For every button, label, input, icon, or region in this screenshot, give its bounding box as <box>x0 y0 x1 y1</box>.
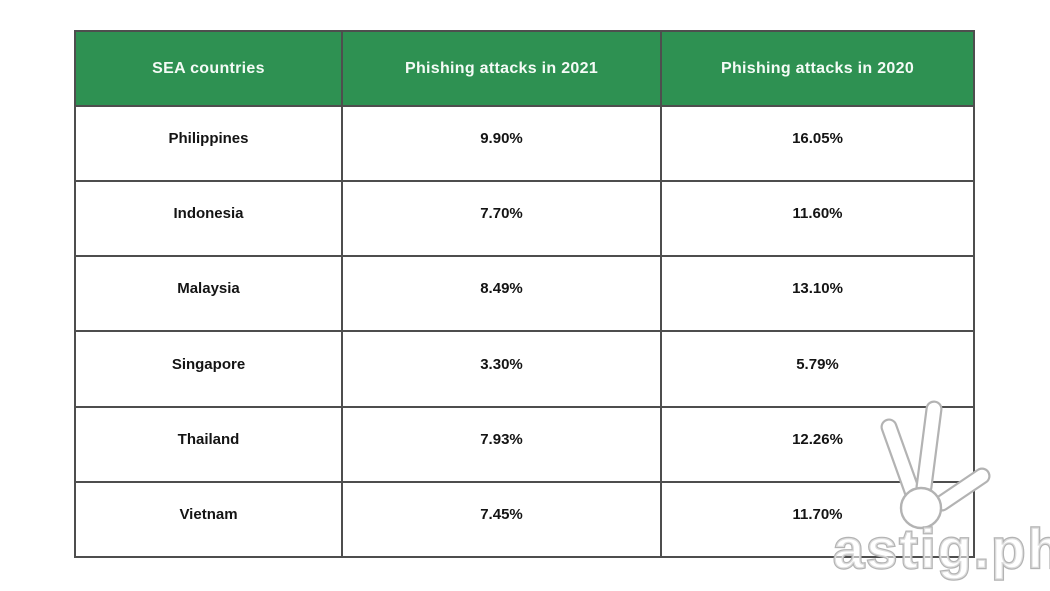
country-cell: Philippines <box>74 104 343 183</box>
header-sea-countries: SEA countries <box>74 30 343 107</box>
attacks-2020-cell: 12.26% <box>660 405 975 483</box>
header-attacks-2020: Phishing attacks in 2020 <box>660 30 975 107</box>
attacks-2021-cell: 7.45% <box>341 480 662 559</box>
header-attacks-2021: Phishing attacks in 2021 <box>341 30 662 107</box>
attacks-2020-cell: 11.70% <box>660 480 975 559</box>
country-cell: Singapore <box>74 330 343 408</box>
table-row: Philippines 9.90% 16.05% <box>74 104 975 183</box>
attacks-2021-cell: 7.93% <box>341 405 662 483</box>
country-cell: Indonesia <box>74 180 343 258</box>
table-row: Indonesia 7.70% 11.60% <box>74 180 975 258</box>
attacks-2020-cell: 5.79% <box>660 330 975 408</box>
attacks-2020-cell: 13.10% <box>660 255 975 333</box>
table-row: Thailand 7.93% 12.26% <box>74 405 975 483</box>
attacks-2021-cell: 8.49% <box>341 255 662 333</box>
attacks-2021-cell: 7.70% <box>341 180 662 258</box>
attacks-2020-cell: 16.05% <box>660 104 975 183</box>
country-cell: Thailand <box>74 405 343 483</box>
country-cell: Vietnam <box>74 480 343 559</box>
table-row: Vietnam 7.45% 11.70% <box>74 480 975 559</box>
country-cell: Malaysia <box>74 255 343 333</box>
attacks-2021-cell: 3.30% <box>341 330 662 408</box>
attacks-2020-cell: 11.60% <box>660 180 975 258</box>
table-header-row: SEA countries Phishing attacks in 2021 P… <box>74 30 975 107</box>
table-row: Malaysia 8.49% 13.10% <box>74 255 975 333</box>
attacks-2021-cell: 9.90% <box>341 104 662 183</box>
table-row: Singapore 3.30% 5.79% <box>74 330 975 408</box>
phishing-attacks-table: SEA countries Phishing attacks in 2021 P… <box>74 30 975 559</box>
